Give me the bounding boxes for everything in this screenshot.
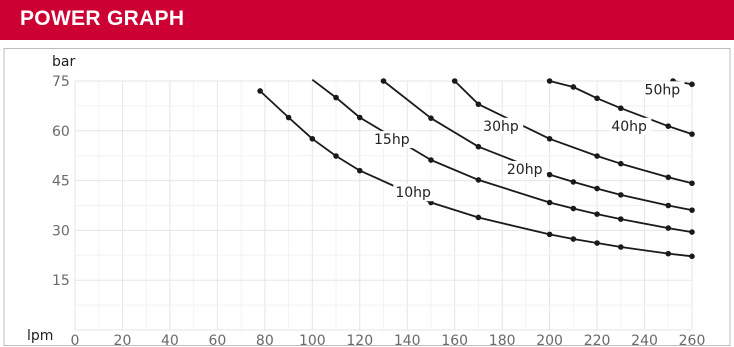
x-tick-label: 200 [536, 333, 563, 347]
x-tick-label: 240 [631, 333, 658, 347]
data-point-40hp [546, 78, 553, 84]
x-tick-label: 0 [71, 333, 80, 347]
page-title: POWER GRAPH [20, 7, 185, 30]
x-tick-label: 60 [208, 333, 226, 347]
data-point-20hp [546, 171, 553, 178]
x-tick-label: 40 [161, 333, 179, 347]
data-point-20hp [689, 207, 695, 213]
data-point-10hp [356, 167, 363, 174]
y-tick-label: 75 [52, 74, 70, 90]
data-point-15hp [594, 211, 600, 217]
data-point-40hp [689, 131, 695, 137]
data-point-20hp [665, 202, 672, 209]
data-point-15hp [428, 157, 434, 163]
curve-label-40hp: 40hp [611, 119, 647, 135]
data-point-10hp [285, 114, 292, 121]
y-tick-label: 60 [52, 124, 70, 140]
data-point-10hp [665, 250, 672, 257]
x-tick-label: 160 [441, 333, 468, 347]
series-line-40hp [549, 80, 693, 135]
data-point-15hp [356, 114, 363, 121]
data-point-50hp [689, 81, 695, 88]
header-bar: POWER GRAPH [0, 0, 734, 40]
data-point-30hp [451, 78, 458, 84]
data-point-15hp [570, 205, 577, 212]
x-tick-label: 140 [394, 333, 421, 347]
x-axis-label: lpm [27, 328, 53, 344]
power-chart: 15 30 45 60 75 0 20 40 60 80 100 120 140 160 180 200 220… [3, 48, 731, 347]
curve-label-20hp: 20hp [507, 162, 543, 178]
power-graph: 15 30 45 60 75 0 20 40 60 80 100 120 140 160 180 200 220… [0, 48, 734, 347]
data-point-15hp [475, 177, 482, 183]
data-point-20hp [475, 143, 482, 150]
x-tick-label: 80 [256, 333, 274, 347]
data-point-10hp [475, 214, 482, 221]
curve-label-15hp: 15hp [374, 132, 410, 148]
data-point-30hp [546, 135, 553, 142]
data-point-10hp [618, 244, 624, 250]
data-point-10hp [546, 231, 553, 238]
y-tick-label: 30 [52, 223, 70, 239]
x-tick-label: 260 [679, 333, 706, 347]
curve-label-bg [609, 117, 652, 135]
data-point-40hp [594, 95, 600, 102]
curve-label-bg [393, 184, 436, 202]
data-point-10hp [570, 236, 577, 242]
data-point-10hp [594, 240, 600, 246]
curve-label-30hp: 30hp [483, 119, 519, 135]
x-tick-label: 100 [299, 333, 326, 347]
data-point-30hp [594, 153, 600, 159]
data-point-30hp [665, 174, 672, 181]
y-axis-label: bar [52, 54, 75, 70]
data-point-20hp [380, 78, 387, 84]
data-point-15hp [689, 229, 695, 235]
curve-label-bg [642, 81, 685, 99]
data-point-15hp [333, 94, 339, 101]
x-tick-label: 220 [584, 333, 611, 347]
x-tick-label: 120 [346, 333, 373, 347]
data-point-10hp [257, 88, 263, 94]
data-point-20hp [594, 185, 600, 192]
data-point-20hp [618, 192, 624, 198]
y-tick-label: 15 [52, 273, 70, 289]
x-tick-label: 180 [489, 333, 516, 347]
y-tick-label: 45 [52, 174, 70, 190]
chart-frame [3, 48, 731, 346]
data-point-30hp [618, 160, 624, 167]
data-point-20hp [570, 179, 577, 185]
data-point-15hp [546, 199, 553, 206]
curve-label-bg [481, 117, 524, 135]
data-point-15hp [618, 216, 624, 222]
curve-label-bg [504, 160, 547, 178]
curve-label-bg [372, 131, 415, 149]
data-point-40hp [618, 105, 624, 112]
data-point-10hp [689, 253, 695, 260]
data-point-10hp [333, 153, 339, 159]
data-point-40hp [665, 123, 672, 129]
curve-label-10hp: 10hp [395, 185, 431, 201]
data-point-40hp [570, 84, 577, 90]
data-point-15hp [665, 225, 672, 231]
x-tick-label: 20 [114, 333, 132, 347]
data-point-20hp [428, 115, 434, 121]
curve-label-50hp: 50hp [645, 82, 681, 98]
data-point-10hp [309, 135, 316, 142]
data-point-30hp [689, 180, 695, 187]
series-line-10hp [259, 90, 693, 258]
data-point-30hp [475, 101, 482, 108]
